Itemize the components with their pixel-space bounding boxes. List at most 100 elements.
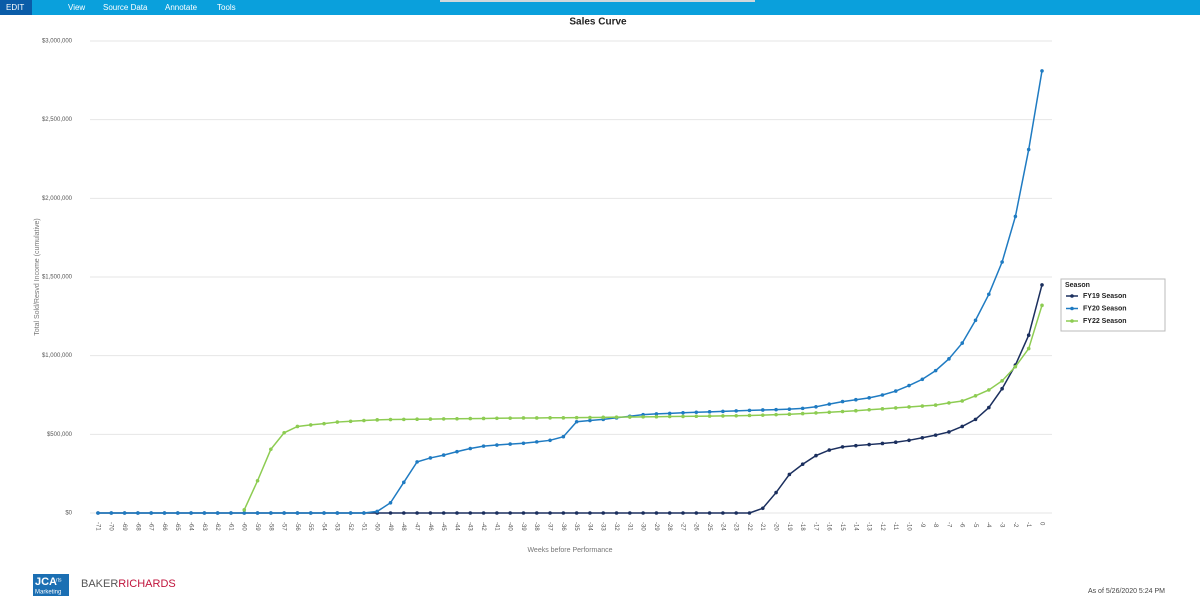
data-point — [654, 511, 659, 515]
legend-marker — [1070, 319, 1074, 323]
data-point — [468, 446, 473, 451]
x-tick-label: -20 — [773, 522, 779, 531]
logo-sub: Marketing — [35, 590, 61, 596]
data-point — [747, 408, 752, 413]
y-tick-label: $2,500,000 — [42, 117, 73, 123]
legend-marker — [1070, 306, 1074, 311]
data-point — [933, 433, 938, 437]
y-tick-label: $2,000,000 — [42, 196, 73, 202]
data-point — [694, 511, 699, 515]
menu-item[interactable]: Source Data — [103, 3, 148, 12]
data-point — [455, 511, 459, 515]
data-point — [548, 438, 552, 443]
x-tick-label: -3 — [999, 522, 1005, 528]
data-point — [628, 415, 632, 419]
x-tick-label: -39 — [520, 522, 526, 531]
data-point — [534, 511, 539, 515]
x-tick-label: -56 — [294, 522, 300, 531]
data-point — [800, 462, 805, 467]
data-point — [308, 511, 313, 515]
x-tick-label: -2 — [1012, 522, 1018, 528]
data-point — [295, 511, 300, 515]
logo-sup: rts — [56, 577, 62, 583]
x-tick-label: -12 — [879, 522, 885, 531]
legend-title: Season — [1065, 282, 1090, 289]
data-point — [867, 396, 871, 400]
x-tick-label: -70 — [108, 522, 114, 531]
data-point — [760, 413, 765, 417]
data-point — [694, 410, 699, 415]
data-point — [175, 511, 180, 515]
data-point — [495, 416, 499, 421]
menu-item[interactable]: Annotate — [165, 3, 198, 12]
data-point — [827, 402, 832, 406]
data-point — [601, 415, 606, 420]
data-point — [441, 511, 446, 515]
x-tick-label: -41 — [493, 522, 499, 531]
data-point — [667, 511, 672, 515]
x-tick-label: -22 — [746, 522, 752, 531]
data-point — [255, 478, 260, 483]
menu-bar — [0, 0, 1200, 15]
data-point — [840, 409, 845, 414]
data-point — [987, 405, 991, 410]
legend-box — [1060, 278, 1166, 332]
data-point — [428, 417, 433, 421]
x-tick-label: -13 — [866, 522, 872, 531]
data-point — [348, 511, 353, 515]
data-point — [1000, 379, 1004, 383]
legend-label: FY20 Season — [1083, 305, 1127, 312]
x-tick-label: 0 — [1038, 522, 1044, 526]
x-tick-label: -62 — [214, 522, 220, 531]
x-tick-label: -24 — [719, 522, 725, 531]
x-tick-label: -53 — [334, 522, 340, 531]
data-point — [1026, 346, 1031, 351]
x-tick-label: -57 — [281, 522, 287, 531]
x-tick-label: -26 — [693, 522, 699, 531]
data-point — [574, 415, 579, 420]
data-point — [774, 490, 778, 495]
data-point — [747, 511, 752, 515]
data-point — [641, 511, 645, 515]
data-point — [242, 508, 247, 512]
data-point — [255, 511, 260, 515]
data-point — [734, 511, 738, 515]
chart-title: Sales Curve — [569, 17, 627, 28]
data-point — [415, 417, 419, 422]
data-point — [1040, 303, 1044, 308]
data-point — [721, 511, 725, 515]
x-tick-label: -4 — [985, 522, 991, 528]
data-point — [707, 414, 712, 418]
x-tick-label: -21 — [759, 522, 765, 531]
data-point — [322, 421, 326, 426]
x-tick-label: -34 — [586, 522, 592, 531]
data-point — [880, 393, 885, 397]
data-point — [654, 412, 659, 416]
data-point — [402, 511, 406, 515]
x-tick-label: -11 — [892, 522, 898, 531]
x-tick-label: -37 — [546, 522, 552, 531]
data-point — [667, 414, 672, 419]
menu-item[interactable]: EDIT — [6, 3, 24, 12]
data-point — [814, 411, 818, 415]
menu-selected — [0, 0, 32, 15]
x-tick-label: -32 — [613, 522, 619, 531]
y-axis-label: Total Sold/Resvd Income (cumulative) — [34, 218, 41, 336]
data-point — [561, 416, 566, 420]
legend-marker — [1070, 294, 1074, 298]
x-tick-label: -68 — [134, 522, 140, 531]
menu-item[interactable]: Tools — [217, 3, 236, 12]
data-point — [362, 418, 366, 423]
menu-item[interactable]: View — [68, 3, 85, 12]
data-point — [973, 318, 978, 323]
data-point — [893, 406, 898, 410]
data-point — [136, 511, 140, 515]
data-point — [854, 397, 858, 402]
data-point — [747, 413, 752, 418]
data-point — [282, 430, 286, 435]
brand-a: BAKERRICHARDS — [81, 578, 176, 590]
data-point — [508, 442, 512, 446]
data-point — [947, 401, 951, 405]
data-point — [721, 414, 725, 418]
data-point — [907, 438, 911, 443]
